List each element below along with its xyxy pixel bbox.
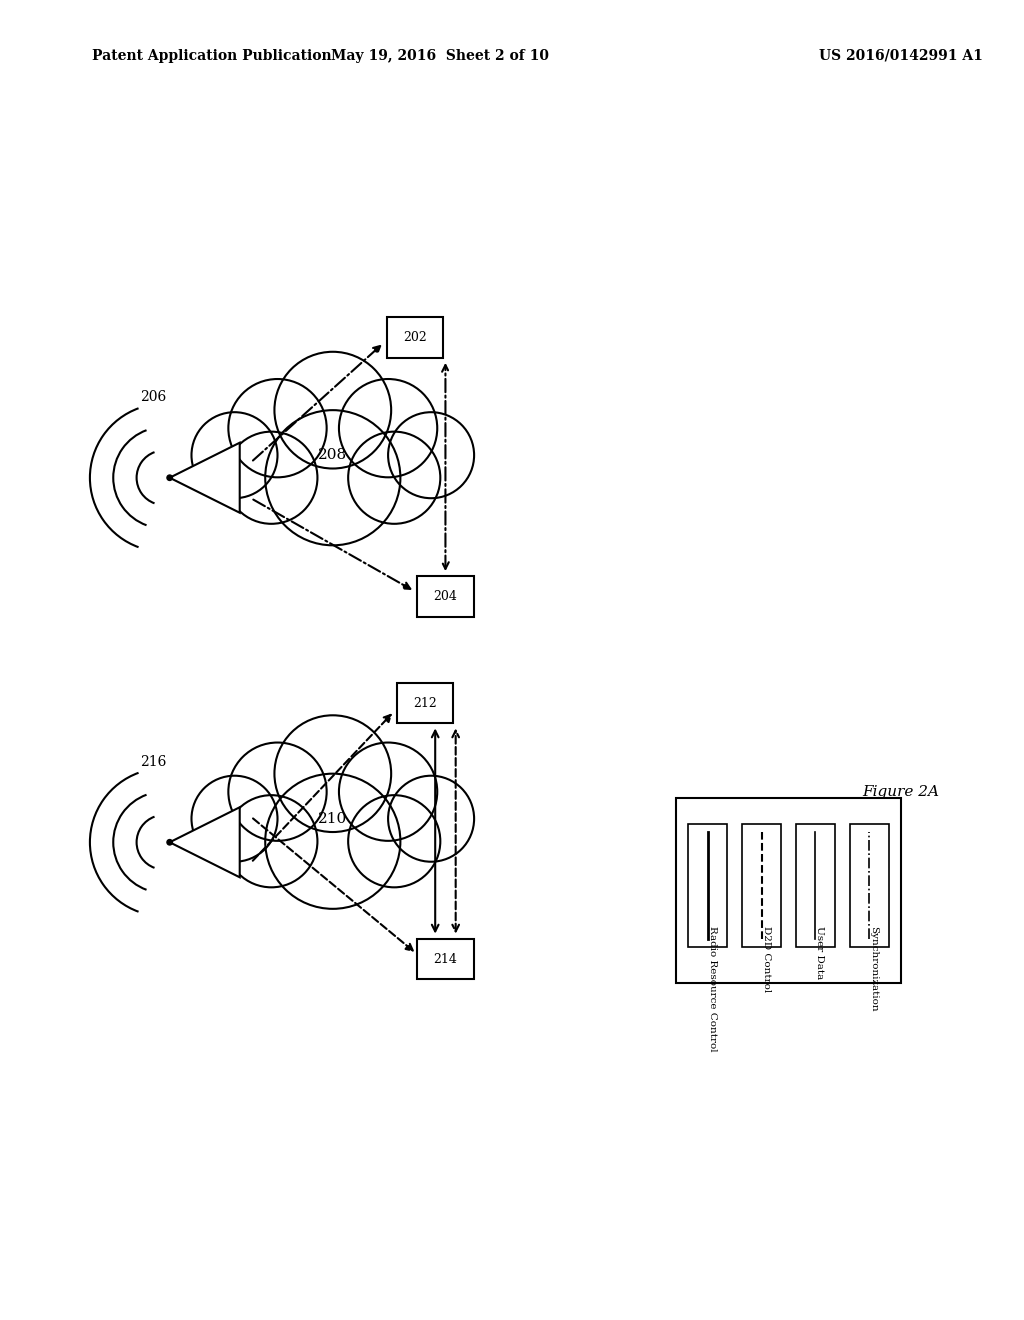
Circle shape: [228, 379, 327, 478]
Text: 210: 210: [318, 812, 347, 826]
Circle shape: [348, 795, 440, 887]
Text: 216: 216: [140, 755, 167, 768]
Text: US 2016/0142991 A1: US 2016/0142991 A1: [819, 49, 983, 63]
Text: 202: 202: [402, 331, 427, 345]
Text: User Data: User Data: [815, 927, 824, 979]
Text: 212: 212: [413, 697, 437, 710]
Text: 214: 214: [433, 953, 458, 965]
Circle shape: [265, 774, 400, 909]
Circle shape: [191, 776, 278, 862]
Text: D2D Control: D2D Control: [762, 927, 770, 993]
FancyBboxPatch shape: [387, 317, 442, 358]
FancyBboxPatch shape: [742, 824, 781, 946]
Text: 208: 208: [318, 449, 347, 462]
Polygon shape: [170, 808, 240, 878]
Text: Radio Resource Control: Radio Resource Control: [708, 927, 717, 1052]
Circle shape: [265, 411, 400, 545]
Circle shape: [225, 432, 317, 524]
FancyBboxPatch shape: [676, 799, 901, 982]
Circle shape: [228, 743, 327, 841]
FancyBboxPatch shape: [418, 576, 473, 616]
FancyBboxPatch shape: [796, 824, 835, 946]
Circle shape: [348, 432, 440, 524]
FancyBboxPatch shape: [850, 824, 889, 946]
Circle shape: [167, 475, 172, 480]
Polygon shape: [170, 442, 240, 512]
Circle shape: [388, 412, 474, 498]
Circle shape: [191, 412, 278, 498]
Text: Synchronization: Synchronization: [869, 927, 879, 1012]
Circle shape: [274, 715, 391, 832]
Circle shape: [339, 743, 437, 841]
Circle shape: [274, 351, 391, 469]
Text: May 19, 2016  Sheet 2 of 10: May 19, 2016 Sheet 2 of 10: [332, 49, 549, 63]
FancyBboxPatch shape: [688, 824, 727, 946]
Text: 206: 206: [140, 389, 167, 404]
FancyBboxPatch shape: [418, 939, 473, 979]
Circle shape: [388, 776, 474, 862]
FancyBboxPatch shape: [396, 682, 453, 723]
Circle shape: [167, 840, 172, 845]
Circle shape: [339, 379, 437, 478]
Text: Figure 2A: Figure 2A: [862, 785, 940, 799]
Text: 204: 204: [433, 590, 458, 603]
Circle shape: [225, 795, 317, 887]
Text: Patent Application Publication: Patent Application Publication: [92, 49, 332, 63]
